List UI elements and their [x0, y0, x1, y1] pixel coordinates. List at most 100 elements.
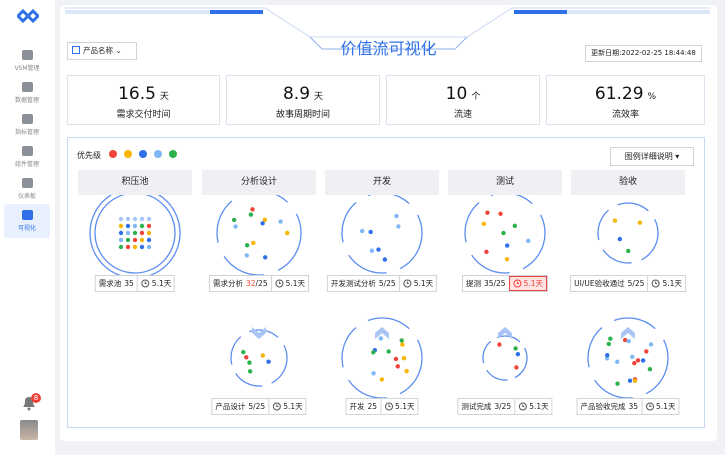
item-dot: [132, 237, 138, 243]
clock-face: [513, 279, 522, 288]
item-dot: [146, 216, 152, 222]
item-dot: [125, 230, 131, 236]
status-name: 需求池: [98, 279, 122, 288]
item-dot: [615, 381, 620, 386]
item-dot: [401, 356, 407, 361]
item-dot: [400, 342, 405, 347]
menu-item[interactable]: 可视化: [2, 210, 52, 232]
status-value: 3/25: [494, 402, 512, 411]
status-time: 5.1天: [270, 276, 308, 291]
stage-column: 验收 UI/UE验收通过 5/25 5.1天 产品验收完成 35 5.1天: [570, 170, 686, 420]
status-label: 产品设计 5/25 5.1天: [211, 398, 307, 415]
metric-card: 10 个流速: [386, 75, 540, 125]
item-dot: [146, 244, 152, 250]
item-dot: [241, 349, 246, 355]
clock-face: [384, 402, 393, 411]
menu-item[interactable]: 仪表板: [2, 178, 52, 200]
update-time: 更新日期:2022-02-25 18:44:48: [585, 45, 702, 62]
stage-ring: [216, 190, 302, 276]
legend-button[interactable]: 图例详细说明 ▾: [610, 147, 694, 166]
item-dot: [146, 223, 152, 229]
item-dot: [640, 358, 646, 363]
item-dot: [626, 248, 631, 254]
avatar[interactable]: [20, 420, 38, 440]
item-dot: [125, 237, 131, 243]
item-dot: [139, 230, 145, 236]
metric-label: 流速: [453, 110, 472, 120]
status-time-value: 5.1天: [151, 279, 172, 288]
menu-item[interactable]: VSM管理: [2, 50, 52, 72]
page-title: 价值流可视化: [340, 39, 437, 58]
stage-header: 分析设计: [202, 170, 316, 195]
item-dot: [125, 244, 131, 250]
product-select[interactable]: 产品名称 ⌄: [67, 42, 137, 60]
status-count: 需求池 35: [96, 276, 137, 291]
main-card: 价值流可视化 产品名称 ⌄ 更新日期:2022-02-25 18:44:48 优…: [60, 5, 717, 441]
metric-card: 61.29% 流效率: [546, 75, 705, 125]
item-dot: [139, 244, 145, 250]
clock-icon: [651, 279, 660, 288]
flow-arrow: [375, 327, 389, 339]
clock-icon: [275, 279, 284, 288]
status-label: 测试完成 3/25 5.1天: [457, 398, 553, 415]
stage-ring: [597, 202, 659, 264]
item-dot: [481, 221, 487, 227]
item-dot: [118, 223, 124, 229]
menu-item[interactable]: 指标管理: [2, 114, 52, 136]
stage-canvas: [341, 192, 423, 399]
stage-canvas: [216, 190, 302, 387]
metric-value: 16.5 天: [118, 84, 169, 104]
status-count: 测试完成 3/25: [458, 399, 514, 414]
legend-dots: [109, 150, 177, 158]
item-dot: [632, 378, 638, 383]
status-time-value: 5.1天: [662, 279, 682, 288]
metric-unit: 天: [159, 92, 169, 102]
clock-face: [651, 279, 660, 288]
item-dot: [404, 368, 409, 374]
status-label: UI/UE验收通过 5/25 5.1天: [570, 275, 686, 292]
item-dot: [386, 349, 391, 354]
item-dot: [368, 229, 373, 235]
menu-icon: [21, 82, 33, 92]
status-value: 35/25: [483, 279, 506, 288]
status-time: 5.1天: [268, 399, 305, 414]
item-dot: [118, 244, 124, 250]
clock-icon: [513, 279, 522, 288]
item-dot: [604, 356, 610, 361]
menu-label: 指标管理: [14, 129, 39, 136]
status-name: 产品设计: [215, 402, 246, 411]
item-dot: [132, 216, 138, 222]
status-count: 产品验收完成 35: [578, 399, 642, 414]
item-dot: [231, 217, 237, 223]
clock-face: [275, 279, 284, 288]
item-dot: [395, 364, 400, 369]
menu-item[interactable]: 数据管理: [2, 82, 52, 104]
item-dot: [244, 243, 250, 248]
stage-canvas: [587, 202, 669, 399]
metric-label: 故事周期时间: [275, 110, 330, 120]
item-dot: [504, 243, 510, 248]
clock-face: [272, 402, 281, 411]
status-count: 开发 25: [347, 399, 381, 414]
status-time-value: 5.1天: [283, 402, 303, 411]
status-count: 需求分析 32/25: [210, 276, 271, 291]
item-dot: [513, 346, 518, 351]
item-dot: [244, 355, 249, 360]
status-name: 需求分析: [212, 279, 243, 288]
menu-label: 组件管理: [14, 161, 39, 168]
clock-icon: [384, 402, 393, 411]
header-decoration: [65, 7, 710, 50]
item-dot: [605, 352, 610, 358]
item-dot: [146, 230, 152, 236]
item-dot: [515, 351, 521, 357]
metric-value: 8.9 天: [282, 84, 324, 104]
clock-icon: [645, 402, 654, 411]
menu-item[interactable]: 组件管理: [2, 146, 52, 168]
status-time-value: 5.1天: [395, 402, 415, 411]
status-value: 25: [367, 402, 378, 411]
status-time-value: 5.1天: [523, 279, 544, 288]
item-dot: [260, 353, 266, 358]
menu-label: 仪表板: [17, 193, 36, 200]
clock-hand: [388, 404, 391, 407]
